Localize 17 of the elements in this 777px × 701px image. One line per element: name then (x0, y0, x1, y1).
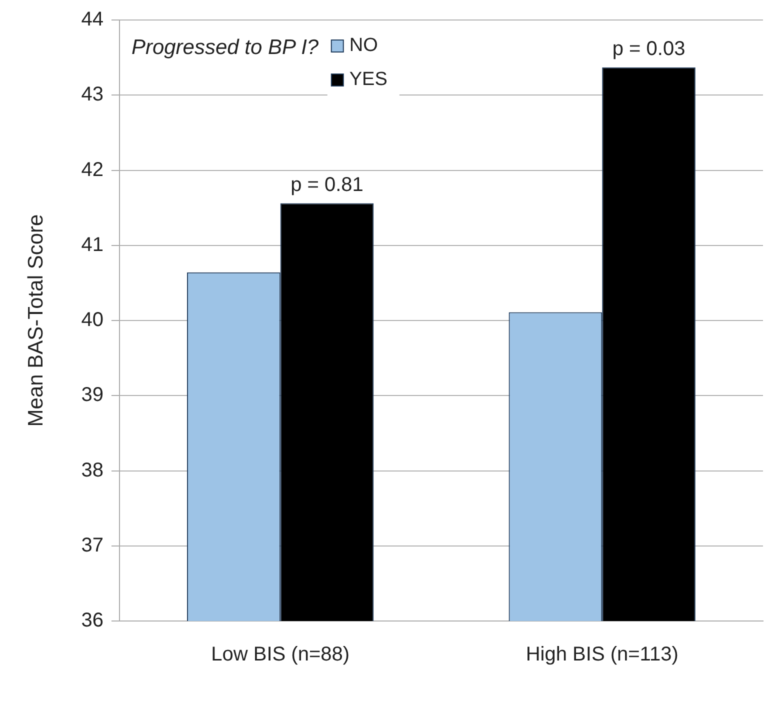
y-tick-label: 42 (81, 158, 104, 181)
y-tick-label: 40 (81, 309, 104, 332)
y-axis-title: Mean BAS-Total Score (24, 214, 48, 427)
y-tick-label: 37 (81, 534, 104, 556)
annotation: p = 0.81 (290, 174, 364, 196)
y-tick-label: 36 (81, 610, 104, 632)
x-tick-label: High BIS (n=113) (526, 644, 678, 666)
legend-title: Progressed to BP I? (131, 36, 319, 59)
y-tick-label: 38 (81, 459, 104, 482)
legend-label: NO (349, 35, 378, 56)
y-tick-label: 41 (81, 234, 104, 256)
annotation: p = 0.03 (612, 38, 686, 60)
legend-label: YES (349, 69, 388, 90)
y-tick-label: 44 (81, 8, 104, 31)
y-tick-label: 39 (81, 384, 104, 406)
x-tick-label: Low BIS (n=88) (211, 644, 350, 666)
y-tick-label: 43 (81, 84, 104, 106)
